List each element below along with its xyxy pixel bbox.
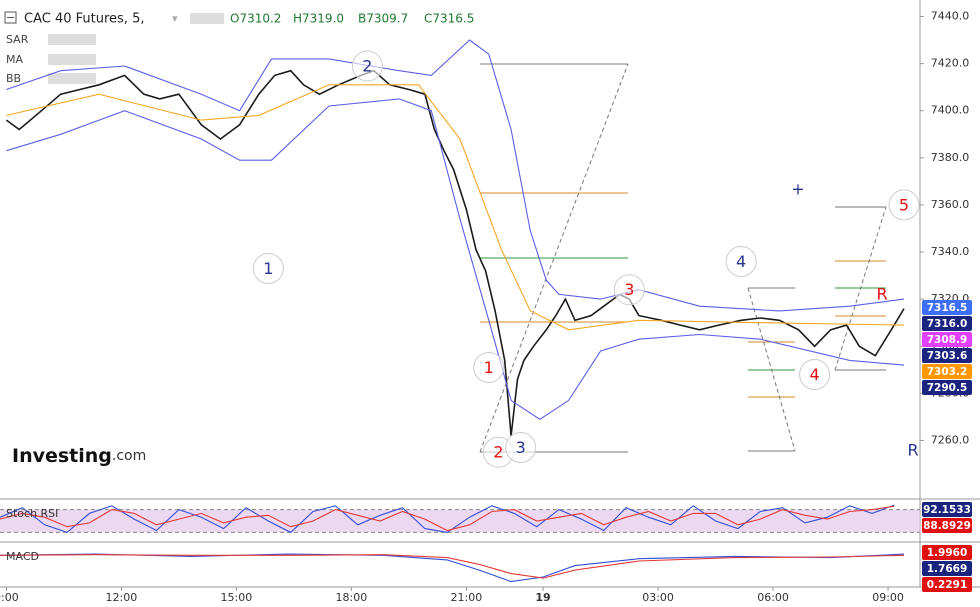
series-line [6,98,905,420]
series-line [0,505,895,532]
symbol: CAC 40 Futures, 5, [24,12,144,27]
wave-marker [351,50,383,82]
wave-label: 5 [899,195,909,214]
y-tick-label: 7420.0 [931,57,970,70]
x-tick-label: 21:00 [451,591,483,604]
indicator-label[interactable]: SAR [6,33,29,46]
price-tag-label: 7303.6 [927,350,968,362]
price-tag-label: 92.1533 [923,504,971,516]
menu-icon[interactable] [4,11,17,24]
price-tag-label: 88.8929 [923,520,971,532]
wave-marker [799,359,831,391]
wave-marker [473,351,505,383]
wave-label: 4 [736,252,746,271]
wave-marker [613,274,645,306]
x-tick-label: 03:00 [642,591,674,604]
price-tag [922,380,972,395]
x-tick-label: 09:00 [872,591,904,604]
price-tag-label: 7316.5 [927,302,968,314]
wave-label: 2 [362,56,372,75]
series-line [0,554,905,579]
wave-marker [725,245,757,277]
series-line [6,84,905,331]
x-tick-label: 15:00 [221,591,253,604]
price-tag [922,518,972,533]
price-tag-label: 7316.0 [927,318,968,330]
price-tag-label: 1.7669 [927,563,968,575]
x-tick-label: 06:00 [757,591,789,604]
header: CAC 40 Futures, 5, ▾ O7310.2 H7319.0 B73… [4,11,474,85]
series-line [6,39,905,312]
y-tick-label: 7400.0 [931,104,970,117]
indicator-icons[interactable] [48,34,96,45]
price-tag [922,577,972,592]
wave-label: 2 [493,443,503,462]
price-tag [922,561,972,576]
wave-label: 3 [516,438,526,457]
price-tag [922,502,972,517]
price-tag-label: 7303.2 [927,366,968,378]
price-tag [922,545,972,560]
wave-marker [888,189,920,221]
wave-label: 1 [263,259,273,278]
high: H7319.0 [293,12,344,26]
indicator-label[interactable]: MA [6,53,23,66]
indicator-label[interactable]: BB [6,72,21,85]
price-tag [922,332,972,347]
price-tag-label: 0.2291 [927,579,968,591]
panel-title: Stoch RSI [6,507,58,520]
logo: Investing.com [12,445,146,467]
x-tick-label: 18:00 [336,591,368,604]
y-tick-label: 7440.0 [931,9,970,22]
series-line [0,553,905,583]
price-tag-label: 1.9960 [927,547,968,559]
x-tick-label: 19 [535,591,550,604]
wave-label: 4 [809,365,819,384]
panel-title: MACD [6,550,39,563]
bid: B7309.7 [358,12,408,26]
y-tick-label: 7260.0 [931,433,970,446]
price-tag [922,364,972,379]
close: C7316.5 [424,12,474,26]
logo-suffix: .com [112,448,146,464]
wave-label: 3 [624,280,634,299]
y-tick-label: 7380.0 [931,151,970,164]
wave-marker [505,432,537,464]
price-tag [922,300,972,315]
price-tag [922,348,972,363]
wave-marker [252,253,284,285]
svg-text:+: + [791,180,804,199]
price-tag [922,316,972,331]
indicator-icons[interactable] [48,54,96,65]
x-tick-label: 9:00 [0,591,19,604]
y-tick-label: 7340.0 [931,245,970,258]
open: O7310.2 [230,12,281,26]
price-tag-label: 7290.5 [927,382,968,394]
svg-text:R: R [876,285,887,304]
svg-text:R: R [907,441,918,460]
price-tag-label: 7308.9 [927,334,968,346]
wave-label: 1 [484,358,494,377]
y-tick-label: 7360.0 [931,198,970,211]
logo-name: Investing [12,445,112,467]
indicator-icons[interactable] [48,73,96,84]
dropdown[interactable]: ▾ [172,12,178,25]
settings-icons[interactable] [190,13,224,24]
stoch-band [0,509,920,533]
x-tick-label: 12:00 [106,591,138,604]
